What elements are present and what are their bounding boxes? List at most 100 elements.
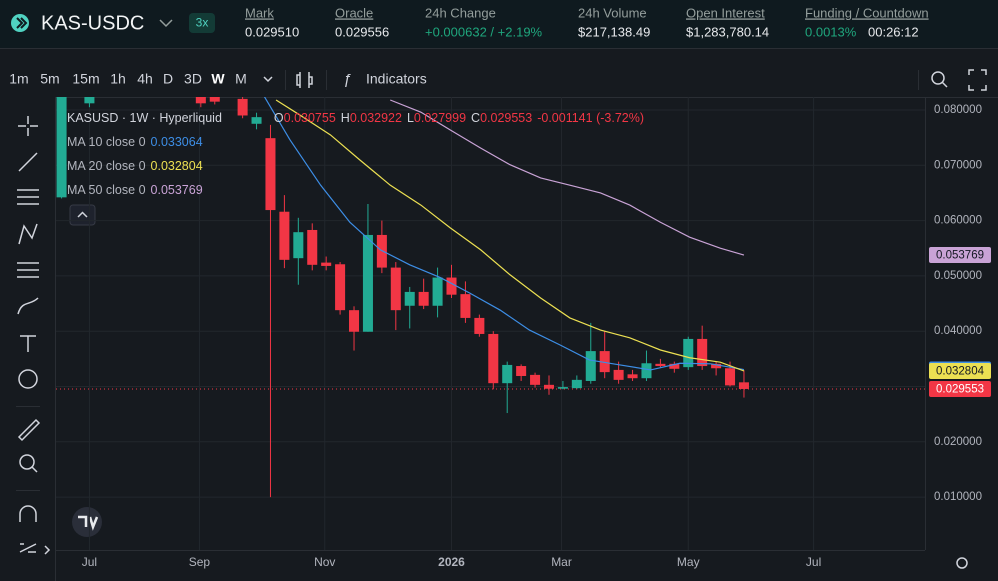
candle-body — [738, 382, 749, 389]
candle-body — [557, 387, 568, 389]
stat-value: 0.0013% — [805, 24, 857, 39]
candle-body — [195, 97, 206, 104]
lock-tool[interactable] — [19, 543, 37, 553]
x-tick-label: Jul — [82, 555, 97, 569]
settings-icon[interactable] — [956, 557, 968, 569]
screenshot-icon[interactable] — [931, 71, 945, 85]
price-badge-label: 0.053769 — [936, 250, 984, 262]
candle-body — [265, 138, 276, 211]
candle-body — [460, 294, 471, 318]
timeframe[interactable]: 1m — [9, 71, 28, 87]
chart-bg — [0, 49, 998, 581]
price-badge-label: 0.032804 — [936, 366, 985, 378]
leverage-badge[interactable] — [189, 13, 215, 33]
trendline-tool[interactable] — [18, 152, 38, 172]
timeframe[interactable]: 4h — [137, 71, 153, 87]
candle-body — [404, 291, 415, 306]
market-dropdown[interactable] — [159, 19, 173, 28]
zoom-tool — [31, 466, 38, 473]
y-tick-label: 0.080000 — [934, 104, 982, 116]
zoom-tool[interactable] — [19, 454, 35, 470]
candle-body — [669, 363, 680, 369]
emoji-tool[interactable] — [18, 369, 38, 389]
y-tick-label: 0.040000 — [934, 325, 982, 337]
stat-value: 0.029510 — [245, 24, 299, 39]
ruler-tool[interactable] — [17, 418, 41, 442]
y-tick-label: 0.020000 — [934, 436, 982, 448]
candle-body — [571, 379, 582, 389]
left-toolbar — [16, 116, 968, 569]
candle-body — [641, 363, 652, 379]
price-badge — [929, 362, 991, 379]
indicators-button[interactable]: Indicators — [366, 71, 427, 87]
ohlc-value: 0.030755 — [284, 111, 336, 125]
candle-body — [321, 262, 332, 266]
timeframe[interactable]: 3D — [184, 71, 202, 87]
timeframe[interactable]: D — [163, 71, 173, 87]
timeframe[interactable]: 15m — [72, 71, 99, 87]
fib-tool[interactable] — [17, 189, 39, 205]
candle-body — [390, 267, 401, 311]
legend-collapse[interactable] — [69, 204, 96, 226]
y-tick-label: 0.010000 — [934, 491, 982, 503]
candle-body — [335, 264, 346, 311]
candle-body — [84, 97, 95, 104]
ohlc-label: C — [471, 111, 480, 125]
candle-body — [251, 117, 262, 124]
magnet-tool[interactable] — [19, 505, 37, 522]
candle-body — [502, 364, 513, 384]
pattern-tool[interactable] — [18, 223, 38, 245]
text-tool[interactable] — [20, 335, 36, 352]
toolbar-icons: ƒ — [263, 69, 987, 91]
legend-row: KASUSD · 1W · Hyperliquid O0.030755 H0.032… — [67, 111, 644, 125]
leverage[interactable]: 3x — [196, 16, 209, 30]
legend-collapse — [77, 211, 88, 218]
market-name[interactable]: KAS-USDC — [41, 12, 144, 34]
x-tick-label: May — [677, 555, 700, 569]
price-badge-label: 0.029553 — [936, 384, 984, 396]
legend-value: 0.053769 — [151, 183, 203, 197]
coin-icon — [11, 14, 29, 32]
projection-tool[interactable] — [17, 262, 39, 278]
timeframe[interactable]: W — [211, 71, 225, 87]
candle-body — [279, 211, 290, 260]
ma-line — [263, 97, 745, 371]
stat-label: Mark — [245, 5, 274, 20]
timeframe[interactable]: 1h — [110, 71, 126, 87]
timeframe[interactable]: M — [235, 71, 247, 87]
candle-body — [599, 351, 610, 373]
legend-name: MA 10 close 0 — [67, 135, 146, 149]
candle-body — [293, 232, 304, 259]
candle-body — [516, 366, 527, 376]
expand-arrow[interactable] — [44, 545, 51, 555]
legend-row: MA 20 close 0 0.032804 — [67, 159, 203, 173]
candle-body — [627, 374, 638, 379]
countdown: 00:26:12 — [868, 24, 919, 39]
ohlc-label: H — [341, 111, 350, 125]
candle-body — [307, 229, 318, 265]
ma-line — [390, 99, 745, 256]
ohlc-value: 0.027999 — [414, 111, 466, 125]
legend-name: MA 50 close 0 — [67, 183, 146, 197]
crosshair-tool[interactable] — [18, 116, 38, 136]
timeframe[interactable]: 5m — [40, 71, 59, 87]
candle-body — [56, 97, 67, 198]
candle-body — [362, 234, 373, 332]
candle-body — [209, 97, 220, 102]
brush-tool[interactable] — [17, 297, 39, 315]
candle-body — [613, 369, 624, 380]
stat-value: $1,283,780.14 — [686, 24, 769, 39]
stat-value: 0.029556 — [335, 24, 389, 39]
fullscreen-icon[interactable] — [968, 69, 987, 91]
chart-type-icon[interactable] — [296, 72, 313, 88]
candle-body — [530, 374, 541, 385]
chevron[interactable] — [263, 76, 273, 83]
stat-label: Oracle — [335, 5, 373, 20]
x-tick-label: Mar — [551, 555, 572, 569]
fx-icon[interactable]: ƒ — [343, 71, 351, 88]
coin-icon — [16, 17, 28, 29]
candle-body — [418, 291, 429, 306]
legend-value: 0.032804 — [151, 159, 203, 173]
price-badge — [929, 380, 991, 397]
